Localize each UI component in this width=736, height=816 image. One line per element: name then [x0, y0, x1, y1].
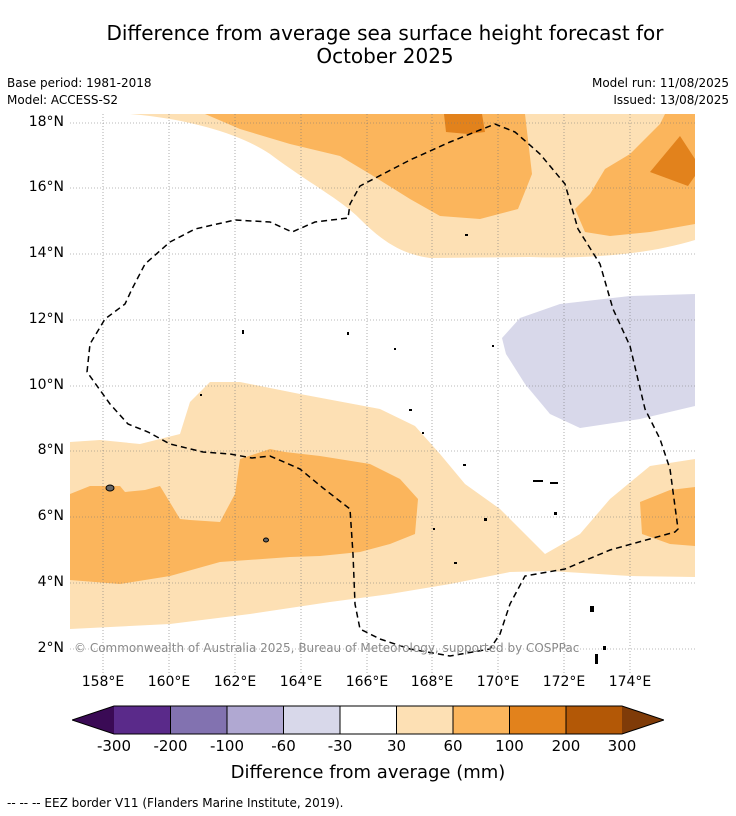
- lat-label-2: 2°N: [37, 640, 64, 656]
- model-name: Model: ACCESS-S2: [7, 93, 119, 107]
- eez-border: [86, 123, 679, 657]
- colorbar-tick-1: -200: [153, 737, 188, 755]
- island-8: [422, 432, 424, 434]
- colorbar-seg-0: [114, 706, 171, 734]
- lat-label-18: 18°N: [28, 114, 64, 130]
- island-13: [533, 480, 543, 482]
- lat-label-4: 4°N: [37, 574, 64, 590]
- colorbar-seg-1: [170, 706, 227, 734]
- island-kosrae: [263, 537, 269, 543]
- lon-label-160: 160°E: [147, 674, 191, 690]
- issued-date: Issued: 13/08/2025: [613, 93, 729, 107]
- lon-label-170: 170°E: [476, 674, 520, 690]
- island-1: [242, 330, 244, 334]
- lat-label-12: 12°N: [28, 311, 64, 327]
- lon-label-164: 164°E: [279, 674, 323, 690]
- lon-label-174: 174°E: [608, 674, 652, 690]
- contour-100-200-east: [650, 136, 695, 186]
- colorbar-svg: [70, 705, 666, 735]
- island-15: [554, 512, 557, 515]
- lon-label-158: 158°E: [81, 674, 125, 690]
- colorbar: [70, 705, 666, 739]
- lat-label-14: 14°N: [28, 245, 64, 261]
- lon-label-168: 168°E: [410, 674, 454, 690]
- title-line-1: Difference from average sea surface heig…: [106, 21, 664, 45]
- island-12: [454, 562, 457, 564]
- lat-label-10: 10°N: [28, 377, 64, 393]
- colorbar-tick-8: 200: [551, 737, 581, 755]
- colorbar-tick-0: -300: [96, 737, 132, 755]
- base-period: Base period: 1981-2018: [7, 76, 152, 90]
- colorbar-tick-7: 100: [495, 737, 524, 755]
- island-17: [603, 646, 606, 650]
- metadata-right: Model run: 11/08/2025 Issued: 13/08/2025: [592, 75, 729, 109]
- colorbar-seg-3: [283, 706, 340, 734]
- colorbar-tick-9: 300: [607, 737, 637, 755]
- contour-30-60-north: [70, 114, 695, 258]
- colorbar-tick-4: -30: [327, 737, 353, 755]
- map-svg: [70, 114, 695, 674]
- island-14: [550, 482, 558, 484]
- contour-100-200-north: [444, 114, 485, 134]
- island-4: [492, 345, 494, 347]
- island-3: [394, 348, 396, 350]
- colorbar-tick-2: -100: [209, 737, 245, 755]
- grid-lines: [70, 114, 695, 674]
- island-9: [463, 464, 466, 466]
- colorbar-tick-3: -60: [271, 737, 296, 755]
- colorbar-seg-2: [227, 706, 284, 734]
- contour-60-100-north: [205, 114, 532, 219]
- colorbar-seg-8: [566, 706, 622, 734]
- island-2: [347, 332, 349, 335]
- island-7: [409, 409, 412, 411]
- map-title: Difference from average sea surface heig…: [40, 22, 730, 68]
- island-5: [465, 234, 468, 236]
- contour-neg30-neg60: [502, 294, 695, 428]
- colorbar-seg-4: [340, 706, 397, 734]
- contour-60-100-northeast: [575, 114, 695, 236]
- contour-60-100-east: [640, 487, 695, 546]
- lat-label-8: 8°N: [37, 442, 64, 458]
- island-18: [595, 654, 598, 664]
- map-plot-area: [70, 114, 695, 674]
- island-pohnpei: [105, 484, 115, 492]
- colorbar-tick-5: 30: [386, 737, 407, 755]
- colorbar-over-arrow: [622, 706, 664, 734]
- island-6: [200, 394, 202, 396]
- colorbar-seg-5: [396, 706, 453, 734]
- lon-label-166: 166°E: [345, 674, 389, 690]
- colorbar-label: Difference from average (mm): [230, 762, 506, 783]
- lon-label-162: 162°E: [213, 674, 257, 690]
- title-line-2: October 2025: [316, 44, 454, 68]
- lat-label-6: 6°N: [37, 508, 64, 524]
- islands: [105, 234, 606, 664]
- footer-eez-note: -- -- -- EEZ border V11 (Flanders Marine…: [7, 796, 344, 810]
- colorbar-tick-6: 60: [443, 737, 463, 755]
- colorbar-under-arrow: [72, 706, 114, 734]
- island-16: [590, 606, 594, 612]
- copyright-notice: © Commonwealth of Australia 2025, Bureau…: [74, 641, 580, 655]
- island-11: [433, 528, 435, 530]
- colorbar-seg-7: [509, 706, 566, 734]
- contour-60-100-central: [70, 449, 418, 584]
- island-10: [484, 518, 487, 521]
- model-run: Model run: 11/08/2025: [591, 76, 729, 90]
- lat-label-16: 16°N: [28, 179, 64, 195]
- metadata-left: Base period: 1981-2018 Model: ACCESS-S2: [7, 75, 152, 109]
- lon-label-172: 172°E: [542, 674, 586, 690]
- colorbar-seg-6: [453, 706, 510, 734]
